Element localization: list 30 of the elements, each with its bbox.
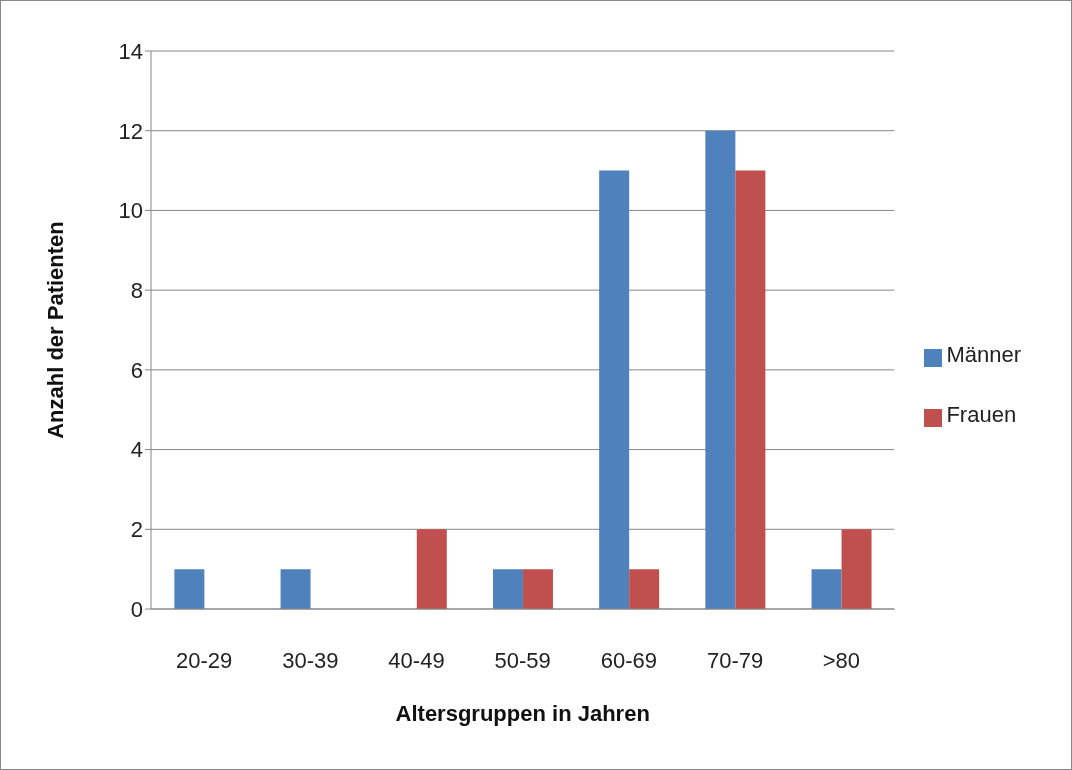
bar [174,569,205,609]
y-tick-label: 2 [130,517,143,543]
legend-label: Frauen [946,402,1017,427]
legend-label: Männer [946,342,1021,367]
x-tick-label: 20-29 [175,647,233,673]
y-tick-label: 10 [118,198,143,224]
bar [705,130,736,609]
y-tick-label: 4 [130,437,143,463]
x-tick-label: >80 [822,647,860,673]
bar [841,529,872,609]
x-axis-title: Altersgruppen in Jahren [395,701,650,726]
y-tick-label: 14 [118,38,143,64]
y-tick-label: 0 [130,596,143,622]
y-axis-title: Anzahl der Patienten [42,221,68,439]
bar [280,569,311,609]
bar [522,569,553,609]
x-tick-label: 70-79 [706,647,764,673]
bar [492,569,523,609]
y-tick-label: 12 [118,118,143,144]
bar [599,170,630,609]
x-tick-label: 30-39 [282,647,339,673]
y-tick-label: 6 [130,357,143,383]
x-tick-label: 60-69 [600,647,658,673]
bar [629,569,660,609]
x-tick-label: 50-59 [494,647,551,673]
bar [811,569,842,609]
y-tick-label: 8 [130,277,143,303]
bar [416,529,447,609]
x-tick-label: 40-49 [388,647,445,673]
bar [735,170,766,609]
